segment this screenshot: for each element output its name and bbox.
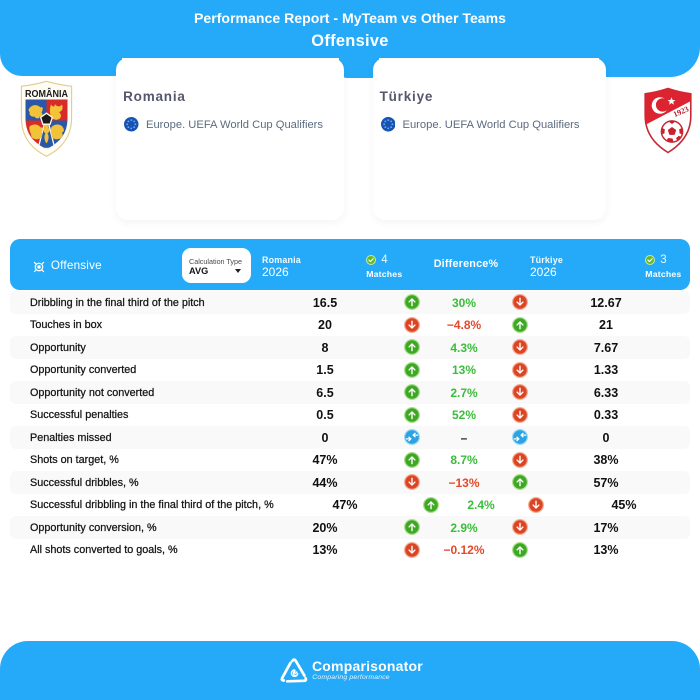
svg-text:ROMÂNIA: ROMÂNIA bbox=[25, 87, 68, 100]
